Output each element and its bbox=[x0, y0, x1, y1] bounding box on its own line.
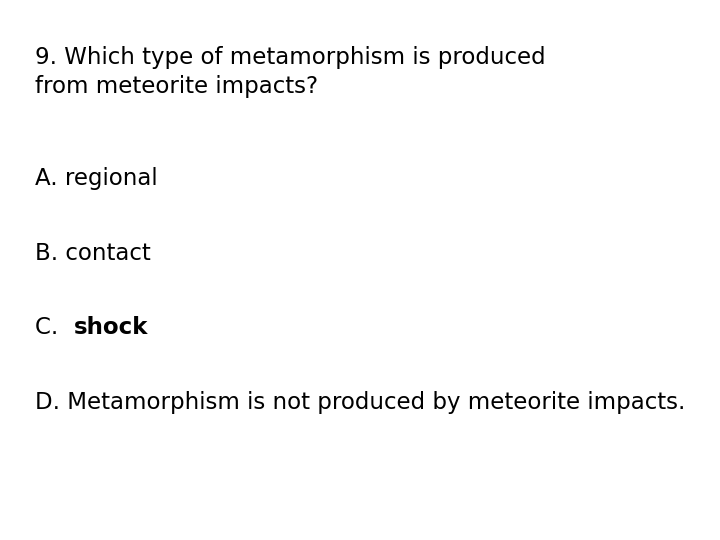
Text: B. contact: B. contact bbox=[35, 242, 150, 265]
Text: C.: C. bbox=[35, 316, 65, 340]
Text: A. regional: A. regional bbox=[35, 167, 157, 191]
Text: D. Metamorphism is not produced by meteorite impacts.: D. Metamorphism is not produced by meteo… bbox=[35, 391, 685, 414]
Text: 9. Which type of metamorphism is produced
from meteorite impacts?: 9. Which type of metamorphism is produce… bbox=[35, 46, 545, 98]
Text: shock: shock bbox=[74, 316, 148, 340]
